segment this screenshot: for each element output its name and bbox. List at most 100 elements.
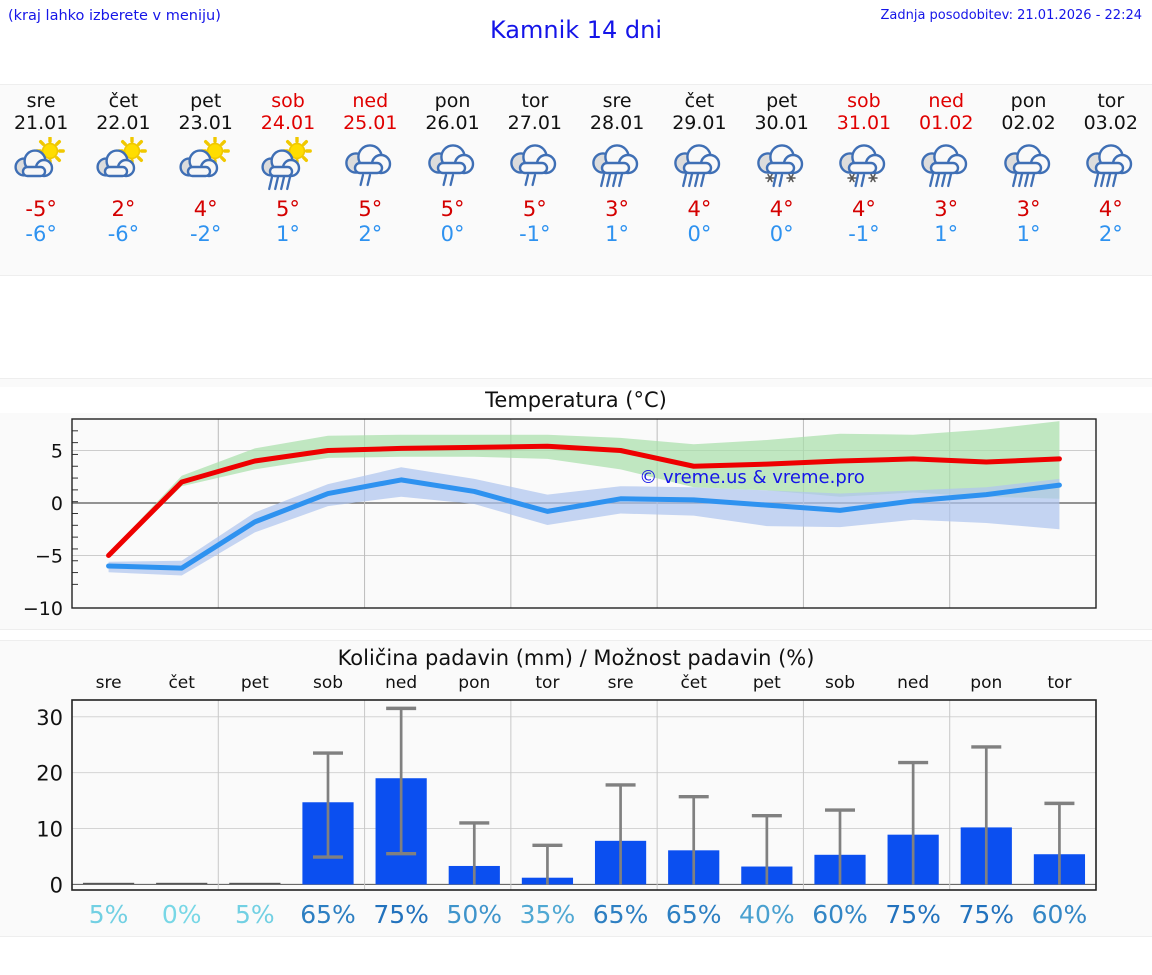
forecast-day-name: pon (1010, 90, 1047, 112)
cloud-rain-icon (1085, 144, 1132, 188)
forecast-day-column[interactable]: sob 31.01 4° -1° (823, 85, 905, 275)
forecast-day-date: 27.01 (507, 112, 563, 134)
forecast-temp-max: 5° (522, 197, 547, 221)
precipitation-chart-panel: Količina padavin (mm) / Možnost padavin … (0, 640, 1152, 937)
forecast-day-column[interactable]: tor 03.02 4° 2° (1070, 85, 1152, 275)
precipitation-probability: 65% (592, 900, 649, 929)
forecast-weather-icon (329, 136, 411, 194)
forecast-day-name: ned (928, 90, 965, 112)
sun-behind-cloud-rain-icon (261, 137, 312, 191)
forecast-weather-icon (165, 136, 247, 194)
forecast-day-date: 28.01 (589, 112, 645, 134)
precipitation-day-label: ned (897, 673, 930, 693)
forecast-weather-icon (658, 136, 740, 194)
forecast-day-column[interactable]: čet 22.01 2° -6° (82, 85, 164, 275)
precipitation-day-label: čet (680, 673, 707, 693)
forecast-day-column[interactable]: sob 24.01 5° 1° (247, 85, 329, 275)
forecast-day-date: 30.01 (754, 112, 809, 134)
precipitation-day-label: tor (1047, 673, 1072, 693)
forecast-day-name: sob (847, 90, 881, 112)
forecast-day-date: 26.01 (425, 112, 480, 134)
svg-text:20: 20 (36, 762, 63, 786)
forecast-day-name: tor (1097, 90, 1125, 112)
forecast-temp-min: 1° (934, 222, 959, 246)
temperature-chart: −10 −5 0 5 (23, 418, 1097, 620)
forecast-day-name: čet (108, 90, 139, 112)
forecast-weather-icon (82, 136, 164, 194)
precipitation-probability: 65% (300, 900, 356, 929)
forecast-weather-icon (576, 136, 658, 194)
precipitation-probability: 5% (88, 900, 129, 929)
forecast-weather-icon (247, 136, 329, 194)
sun-behind-cloud-icon (96, 137, 148, 178)
forecast-weather-icon (0, 136, 82, 194)
forecast-temp-max: 4° (193, 197, 218, 221)
forecast-weather-icon (494, 136, 576, 194)
forecast-temp-max: 3° (1016, 197, 1041, 221)
sun-behind-cloud-icon (14, 137, 66, 178)
forecast-day-name: pet (766, 90, 798, 112)
forecast-day-column[interactable]: sre 28.01 3° 1° (576, 85, 658, 275)
precipitation-probability: 60% (1031, 900, 1088, 929)
forecast-temp-min: -1° (848, 222, 880, 246)
precipitation-probability: 75% (373, 900, 429, 929)
forecast-temp-min: 2° (1098, 222, 1123, 246)
precipitation-day-label: pet (752, 673, 781, 693)
precipitation-probability-labels: 5% 0% 5% 65% 75% 50% 35% 65% 65% 40% 60% 75% 75% 60% (0, 900, 1152, 934)
forecast-day-column[interactable]: pet 23.01 4° -2° (165, 85, 247, 275)
forecast-day-column[interactable]: ned 25.01 5° 2° (329, 85, 411, 275)
forecast-temp-min: 0° (769, 222, 794, 246)
forecast-temp-min: -6° (107, 222, 140, 246)
menu-hint-text: (kraj lahko izberete v meniju) (8, 8, 221, 24)
forecast-day-date: 24.01 (260, 112, 316, 134)
cloud-light-rain-icon (345, 144, 392, 187)
forecast-day-date: 25.01 (343, 112, 398, 134)
forecast-temp-min: -6° (25, 222, 57, 246)
temperature-chart-panel: Temperatura (°C) −10 −5 0 5 (0, 378, 1152, 630)
forecast-day-name: pet (190, 90, 222, 112)
forecast-temp-min: 2° (358, 222, 383, 246)
forecast-day-column[interactable]: pon 02.02 3° 1° (987, 85, 1069, 275)
svg-text:30: 30 (36, 706, 63, 730)
precipitation-day-label: sob (824, 673, 856, 693)
forecast-temp-max: 3° (605, 197, 630, 221)
forecast-day-date: 29.01 (672, 112, 727, 134)
forecast-temp-max: 5° (358, 197, 383, 221)
forecast-day-date: 22.01 (96, 112, 151, 134)
forecast-temp-max: 4° (852, 197, 876, 221)
precipitation-probability: 0% (161, 900, 202, 929)
forecast-weather-icon (905, 136, 987, 194)
precipitation-day-label: sob (312, 673, 344, 693)
svg-text:0: 0 (51, 493, 63, 515)
forecast-day-column[interactable]: pon 26.01 5° 0° (411, 85, 493, 275)
forecast-day-column[interactable]: sre 21.01 -5° -6° (0, 85, 82, 275)
forecast-day-date: 23.01 (178, 112, 233, 134)
forecast-day-column[interactable]: tor 27.01 5° -1° (494, 85, 576, 275)
precipitation-day-label: sre (607, 673, 634, 693)
forecast-temp-min: 0° (687, 222, 712, 246)
forecast-temp-max: 2° (111, 197, 136, 221)
page-header: (kraj lahko izberete v meniju) Kamnik 14… (0, 0, 1152, 62)
forecast-temp-min: 1° (1016, 222, 1041, 246)
forecast-day-date: 01.02 (919, 112, 974, 134)
svg-text:0: 0 (50, 873, 63, 897)
precipitation-day-label: tor (535, 673, 560, 693)
forecast-day-date: 31.01 (836, 112, 892, 134)
cloud-light-rain-icon (510, 144, 557, 187)
precipitation-chart-title: Količina padavin (mm) / Možnost padavin … (337, 646, 815, 670)
page-title: Kamnik 14 dni (489, 16, 663, 44)
forecast-day-column[interactable]: čet 29.01 4° 0° (658, 85, 740, 275)
svg-text:5: 5 (51, 441, 63, 463)
cloud-rain-icon (674, 144, 721, 188)
forecast-temp-min: -1° (519, 222, 551, 246)
precipitation-day-labels: sre čet pet sob ned pon tor sre čet pet sob ned pon t… (0, 673, 1152, 697)
forecast-weather-icon (1070, 136, 1152, 194)
forecast-day-column[interactable]: ned 01.02 3° 1° (905, 85, 987, 275)
forecast-day-name: sre (26, 90, 56, 112)
forecast-day-date: 03.02 (1083, 112, 1138, 134)
forecast-day-column[interactable]: pet 30.01 4° 0° (741, 85, 823, 275)
precipitation-day-label: sre (95, 673, 122, 693)
forecast-weather-icon (411, 136, 493, 194)
forecast-day-name: sre (602, 90, 632, 112)
precipitation-probability: 75% (958, 900, 1015, 929)
